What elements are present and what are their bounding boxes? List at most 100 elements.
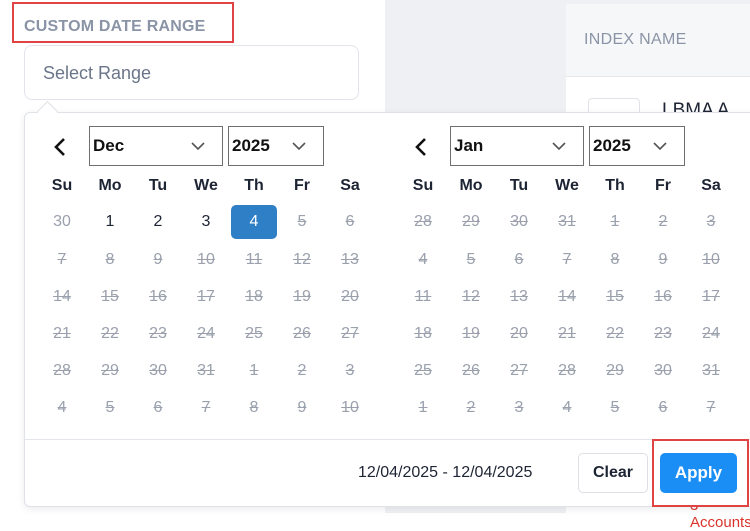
day-cell: 28 [558,362,576,379]
day-cell: 3 [514,399,524,416]
day-cell: 12 [462,288,480,305]
day-cell: 2 [297,362,307,379]
day-cell: 14 [53,288,71,305]
weekday-label: Su [51,177,73,194]
day-cell: 3 [345,362,355,379]
day-cell: 8 [610,251,620,268]
highlight-box [652,439,749,507]
weekday-label: We [555,177,579,194]
day-cell: 3 [706,213,716,230]
day-cell: 21 [558,325,576,342]
day-cell: 6 [514,251,524,268]
day-cell: 1 [418,399,428,416]
day-cell: 4 [562,399,572,416]
day-cell[interactable]: 2 [153,213,163,230]
day-cell: 30 [654,362,672,379]
year-text: 2025 [232,136,270,155]
day-cell: 4 [57,399,67,416]
day-cell: 7 [706,399,716,416]
day-cell: 9 [153,251,163,268]
day-cell: 30 [510,213,528,230]
day-cell: 20 [510,325,528,342]
day-cell: 29 [101,362,119,379]
day-cell: 21 [53,325,71,342]
day-cell: 7 [201,399,211,416]
day-cell: 14 [558,288,576,305]
day-cell: 28 [53,362,71,379]
day-cell: 18 [414,325,432,342]
month-select[interactable]: Jan [450,126,584,166]
day-cell[interactable]: 3 [201,213,211,230]
highlight-box [12,2,234,43]
day-cell: 16 [654,288,672,305]
day-cell: 27 [341,325,359,342]
weekday-label: Tu [509,177,529,194]
day-cell: 6 [153,399,163,416]
day-cell: 8 [105,251,115,268]
weekday-label: Mo [459,177,483,194]
day-cell: 6 [345,213,355,230]
day-cell: 15 [101,288,119,305]
day-cell[interactable]: 30 [53,213,71,230]
day-cell: 23 [654,325,672,342]
day-cell: 8 [249,399,259,416]
day-cell: 26 [293,325,311,342]
apply-button[interactable]: Apply [660,453,737,493]
day-cell: 1 [610,213,620,230]
day-cell: 24 [702,325,720,342]
day-cell: 2 [658,213,668,230]
day-cell: 31 [558,213,576,230]
day-cell: 30 [149,362,167,379]
day-cell: 7 [562,251,572,268]
day-cell: 11 [414,288,432,305]
day-cell: 5 [105,399,115,416]
weekday-label: Su [412,177,434,194]
prev-month-button[interactable] [411,135,431,159]
day-cell: 17 [702,288,720,305]
range-text: 12/04/2025 - 12/04/2025 [358,464,533,481]
day-cell: 13 [341,251,359,268]
weekday-label: Tu [148,177,168,194]
day-cell: 25 [245,325,263,342]
day-cell[interactable]: 4 [231,205,277,239]
weekday-label: Fr [655,177,671,194]
day-cell: 26 [462,362,480,379]
year-select[interactable]: 2025 [228,126,324,166]
day-cell: 4 [418,251,428,268]
weekday-label: We [194,177,218,194]
day-cell: 5 [466,251,476,268]
range-input[interactable] [24,45,359,100]
weekday-label: Sa [340,177,360,194]
day-cell: 18 [245,288,263,305]
day-cell[interactable]: 1 [105,213,115,230]
month-select[interactable]: Dec [89,126,223,166]
year-select[interactable]: 2025 [589,126,685,166]
day-cell: 11 [245,251,263,268]
weekday-label: Fr [294,177,310,194]
day-cell: 9 [297,399,307,416]
weekday-label: Th [605,177,625,194]
prev-month-button[interactable] [50,135,70,159]
clear-button[interactable]: Clear [578,453,648,493]
weekday-label: Sa [701,177,721,194]
day-cell: 10 [702,251,720,268]
day-cell: 29 [606,362,624,379]
month-text: Dec [93,136,125,155]
divider [25,439,750,440]
day-cell: 5 [297,213,307,230]
month-text: Jan [454,136,484,155]
day-cell: 25 [414,362,432,379]
day-cell: 1 [249,362,259,379]
day-cell: 9 [658,251,668,268]
day-cell: 31 [197,362,215,379]
weekday-label: Mo [98,177,122,194]
weekday-label: Th [244,177,264,194]
day-cell: 19 [293,288,311,305]
input-placeholder: Select Range [43,63,152,83]
day-cell: 7 [57,251,67,268]
day-cell: 22 [606,325,624,342]
day-cell: 28 [414,213,432,230]
day-cell: 24 [197,325,215,342]
column-header[interactable]: INDEX NAME [584,31,687,48]
day-cell: 13 [510,288,528,305]
